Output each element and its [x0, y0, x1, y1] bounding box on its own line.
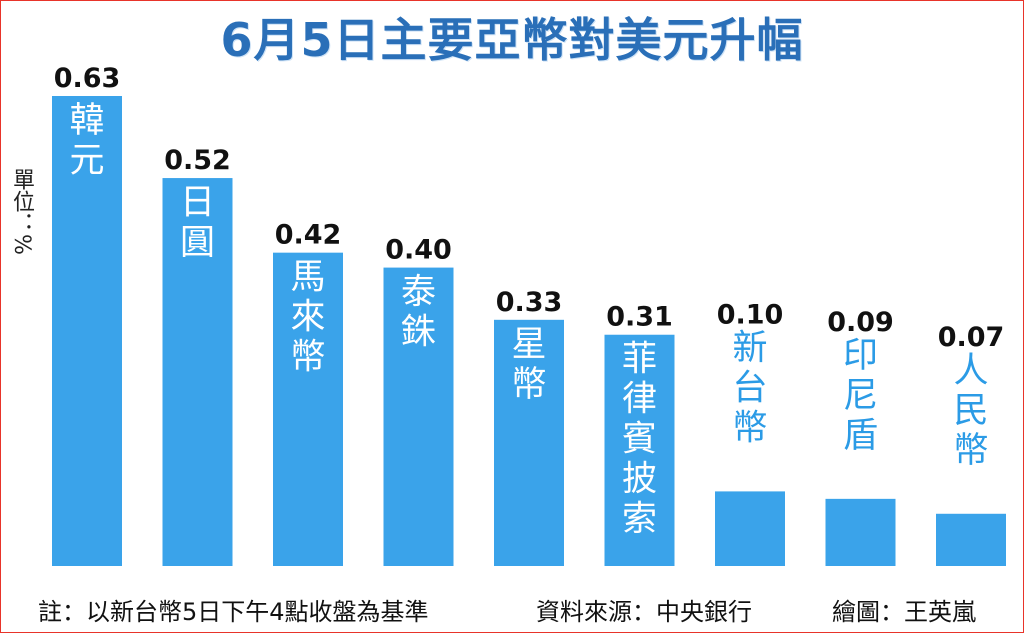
bar-value-label: 0.31: [606, 302, 673, 333]
bar-category-label: 人民幣: [953, 351, 988, 471]
bar-category-label: 新台幣: [732, 328, 767, 448]
bar-1: [52, 96, 122, 566]
bar-value-label: 0.33: [496, 287, 563, 318]
bar-6: [604, 334, 675, 566]
bar-4: [383, 267, 454, 566]
bar-value-label: 0.40: [385, 235, 452, 266]
bar-7: [715, 491, 785, 566]
bar-value-label: 0.10: [717, 299, 784, 330]
bar-value-label: 0.07: [938, 322, 1005, 353]
footer-artist: 繪圖：王英嵐: [832, 598, 976, 626]
bar-value-label: 0.09: [827, 307, 894, 338]
bar-category-label: 韓元: [69, 101, 104, 181]
bar-9: [936, 513, 1006, 566]
bar-category-label: 印尼盾: [843, 336, 878, 456]
footer-note: 註：以新台幣5日下午4點收盤為基準: [38, 598, 429, 626]
chart-title: 6月5日主要亞幣對美元升幅: [220, 13, 804, 67]
bar-8: [825, 498, 896, 566]
bar-category-label: 泰銖: [401, 273, 436, 353]
bar-category-label: 星幣: [511, 325, 546, 405]
bar-3: [273, 252, 343, 566]
bar-value-label: 0.63: [54, 63, 121, 94]
bar-category-label: 馬來幣: [290, 258, 325, 378]
footer: 註：以新台幣5日下午4點收盤為基準 資料來源：中央銀行 繪圖：王英嵐: [0, 592, 1024, 628]
bar-5: [494, 319, 564, 566]
unit-label: 單位：%: [9, 168, 34, 255]
bar-value-label: 0.52: [164, 145, 231, 176]
bar-category-label: 日圓: [180, 183, 215, 263]
footer-source: 資料來源：中央銀行: [536, 598, 752, 626]
bar-value-label: 0.42: [275, 220, 342, 251]
bar-category-label: 菲律賓披索: [622, 340, 657, 540]
bar-2: [162, 178, 233, 567]
